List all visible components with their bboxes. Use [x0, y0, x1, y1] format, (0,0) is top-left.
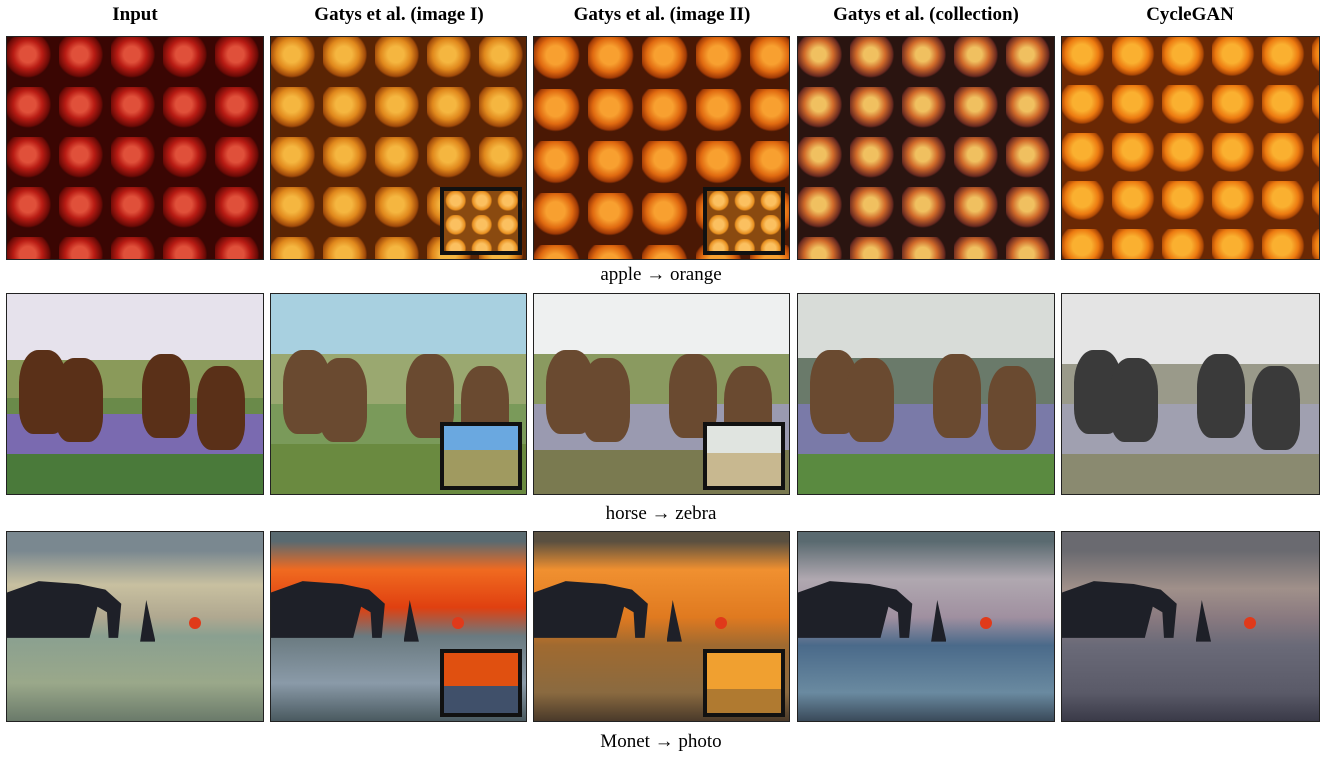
- image-panel: [270, 36, 527, 260]
- horse-figure: [846, 358, 894, 442]
- cliff: [798, 581, 957, 638]
- horse-figure: [582, 358, 630, 442]
- horse-figure: [988, 366, 1036, 450]
- column-header: Input: [6, 4, 264, 26]
- cliff: [534, 581, 692, 638]
- image-panel: [797, 531, 1055, 722]
- figure: {"columns":["Input","Gatys et al. (image…: [0, 0, 1322, 757]
- style-inset: [440, 187, 522, 255]
- image-panel: [1061, 36, 1320, 260]
- horse-figure: [1110, 358, 1158, 442]
- horse-figure: [1197, 354, 1245, 438]
- cliff: [271, 581, 429, 638]
- cliff: [7, 581, 166, 638]
- column-header: Gatys et al. (collection): [797, 4, 1055, 26]
- image-panel: [1061, 293, 1320, 495]
- horse-figure: [1252, 366, 1300, 450]
- cliff: [404, 600, 419, 642]
- cliff: [931, 600, 946, 642]
- sun: [980, 617, 992, 629]
- horse-figure: [55, 358, 103, 442]
- column-header: Gatys et al. (image II): [533, 4, 791, 26]
- style-inset: [703, 187, 785, 255]
- horse-figure: [142, 354, 190, 438]
- cliff: [1196, 600, 1211, 642]
- style-inset: [440, 422, 522, 490]
- image-panel: [533, 531, 790, 722]
- image-panel: [270, 293, 527, 495]
- row-caption: apple → orange: [0, 264, 1322, 286]
- image-panel: [270, 531, 527, 722]
- sun: [189, 617, 201, 629]
- cliff: [1062, 581, 1221, 638]
- style-inset: [703, 422, 785, 490]
- sun: [715, 617, 727, 629]
- image-panel: [6, 36, 264, 260]
- cliff: [140, 600, 155, 642]
- image-panel: [533, 293, 790, 495]
- horse-figure: [197, 366, 245, 450]
- horse-figure: [319, 358, 367, 442]
- image-panel: [6, 531, 264, 722]
- style-inset: [440, 649, 522, 717]
- cliff: [667, 600, 682, 642]
- sun: [452, 617, 464, 629]
- column-header: Gatys et al. (image I): [270, 4, 528, 26]
- image-panel: [1061, 531, 1320, 722]
- row-caption: Monet → photo: [0, 731, 1322, 753]
- column-header: CycleGAN: [1061, 4, 1319, 26]
- image-panel: [6, 293, 264, 495]
- sun: [1244, 617, 1256, 629]
- horse-figure: [933, 354, 981, 438]
- style-inset: [703, 649, 785, 717]
- image-panel: [797, 36, 1055, 260]
- row-caption: horse → zebra: [0, 503, 1322, 525]
- image-panel: [797, 293, 1055, 495]
- image-panel: [533, 36, 790, 260]
